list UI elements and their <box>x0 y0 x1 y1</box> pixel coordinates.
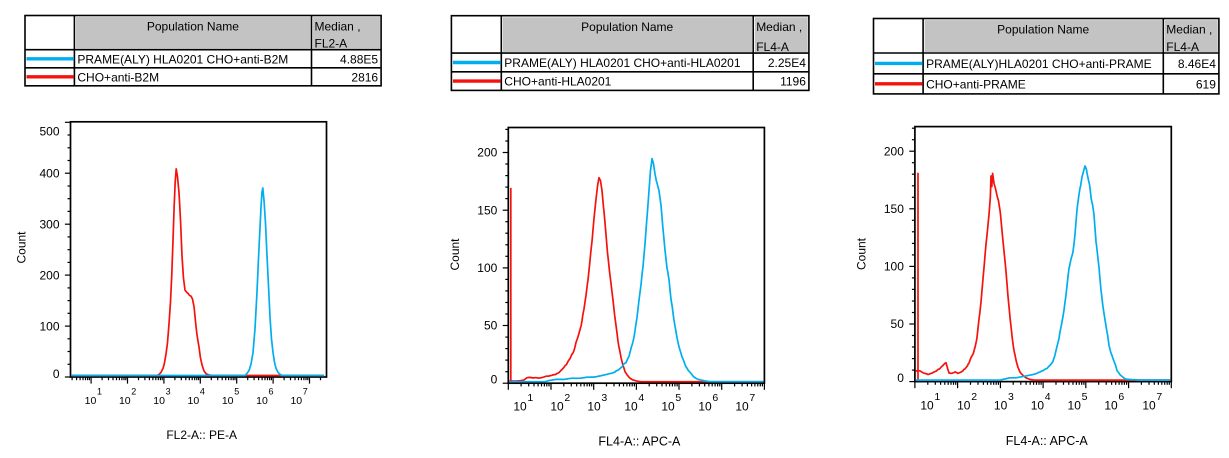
svg-text:3: 3 <box>166 387 171 397</box>
svg-text:Population Name: Population Name <box>997 23 1089 37</box>
svg-text:300: 300 <box>39 217 59 231</box>
svg-text:6: 6 <box>1118 391 1124 403</box>
svg-text:10: 10 <box>85 395 97 407</box>
svg-text:PRAME(ALY) HLA0201 CHO+anti-HL: PRAME(ALY) HLA0201 CHO+anti-HLA0201 <box>504 56 741 70</box>
svg-text:500: 500 <box>39 125 59 139</box>
svg-text:200: 200 <box>39 268 59 282</box>
svg-text:50: 50 <box>891 317 905 331</box>
svg-text:Population Name: Population Name <box>581 20 673 34</box>
svg-text:150: 150 <box>884 202 904 216</box>
svg-text:200: 200 <box>477 146 497 160</box>
svg-text:Median ,: Median , <box>756 20 802 34</box>
svg-text:FL4-A:: APC-A: FL4-A:: APC-A <box>598 434 681 448</box>
svg-text:2816: 2816 <box>351 70 378 84</box>
svg-text:10: 10 <box>513 400 527 414</box>
svg-text:4: 4 <box>1045 391 1051 403</box>
svg-text:2: 2 <box>131 387 136 397</box>
svg-text:FL2-A: FL2-A <box>315 37 348 51</box>
svg-text:200: 200 <box>884 144 904 158</box>
svg-text:3: 3 <box>1008 391 1014 403</box>
svg-text:10: 10 <box>957 399 971 413</box>
svg-text:50: 50 <box>484 319 498 333</box>
svg-text:2.25E4: 2.25E4 <box>768 56 806 70</box>
svg-text:Count: Count <box>855 237 869 270</box>
svg-text:6: 6 <box>712 392 718 404</box>
svg-text:7: 7 <box>303 387 308 397</box>
svg-text:10: 10 <box>256 395 268 407</box>
svg-text:4: 4 <box>200 387 205 397</box>
svg-text:1: 1 <box>527 392 533 404</box>
svg-text:400: 400 <box>39 166 59 180</box>
svg-text:100: 100 <box>884 260 904 274</box>
svg-text:FL4-A: FL4-A <box>756 40 789 54</box>
svg-text:10: 10 <box>735 400 749 414</box>
svg-text:6: 6 <box>269 387 274 397</box>
svg-text:10: 10 <box>1068 399 1082 413</box>
svg-text:10: 10 <box>698 400 712 414</box>
svg-text:10: 10 <box>153 395 165 407</box>
svg-text:4.88E5: 4.88E5 <box>340 52 378 66</box>
svg-text:10: 10 <box>290 395 302 407</box>
svg-text:10: 10 <box>1031 399 1045 413</box>
svg-text:10: 10 <box>587 400 601 414</box>
svg-text:CHO+anti-PRAME: CHO+anti-PRAME <box>926 77 1026 91</box>
svg-text:100: 100 <box>477 261 497 275</box>
svg-text:5: 5 <box>234 387 239 397</box>
svg-text:10: 10 <box>994 399 1008 413</box>
svg-text:Median ,: Median , <box>1166 23 1212 37</box>
svg-text:10: 10 <box>119 395 131 407</box>
svg-text:150: 150 <box>477 203 497 217</box>
svg-text:10: 10 <box>624 400 638 414</box>
svg-text:1: 1 <box>934 391 940 403</box>
svg-text:Population Name: Population Name <box>147 20 239 34</box>
svg-text:10: 10 <box>188 395 200 407</box>
svg-text:619: 619 <box>1196 77 1216 91</box>
svg-text:CHO+anti-HLA0201: CHO+anti-HLA0201 <box>504 75 611 89</box>
svg-text:0: 0 <box>897 371 904 385</box>
svg-text:1: 1 <box>97 387 102 397</box>
svg-text:PRAME(ALY) HLA0201 CHO+anti-B2: PRAME(ALY) HLA0201 CHO+anti-B2M <box>77 52 288 66</box>
svg-text:FL4-A: FL4-A <box>1166 40 1199 54</box>
svg-text:2: 2 <box>971 391 977 403</box>
svg-text:1196: 1196 <box>780 75 806 89</box>
svg-text:Count: Count <box>14 231 28 264</box>
svg-text:7: 7 <box>749 392 755 404</box>
svg-text:CHO+anti-B2M: CHO+anti-B2M <box>77 70 159 84</box>
svg-text:2: 2 <box>564 392 570 404</box>
svg-text:10: 10 <box>1142 399 1156 413</box>
svg-text:8.46E4: 8.46E4 <box>1178 57 1216 71</box>
svg-text:Median ,: Median , <box>315 20 361 34</box>
svg-text:PRAME(ALY)HLA0201 CHO+anti-PRA: PRAME(ALY)HLA0201 CHO+anti-PRAME <box>926 57 1152 71</box>
svg-text:10: 10 <box>222 395 234 407</box>
svg-text:5: 5 <box>1082 391 1088 403</box>
svg-text:FL2-A:: PE-A: FL2-A:: PE-A <box>166 428 237 442</box>
svg-text:10: 10 <box>550 400 564 414</box>
svg-text:Count: Count <box>448 238 462 271</box>
svg-text:3: 3 <box>601 392 607 404</box>
svg-text:FL4-A:: APC-A: FL4-A:: APC-A <box>1006 434 1089 448</box>
svg-text:5: 5 <box>675 392 681 404</box>
svg-text:7: 7 <box>1156 391 1162 403</box>
svg-text:10: 10 <box>661 400 675 414</box>
svg-text:4: 4 <box>638 392 644 404</box>
svg-text:10: 10 <box>1104 399 1118 413</box>
svg-text:10: 10 <box>920 399 934 413</box>
svg-text:100: 100 <box>39 319 59 333</box>
svg-text:0: 0 <box>491 372 498 386</box>
svg-text:0: 0 <box>53 367 60 381</box>
